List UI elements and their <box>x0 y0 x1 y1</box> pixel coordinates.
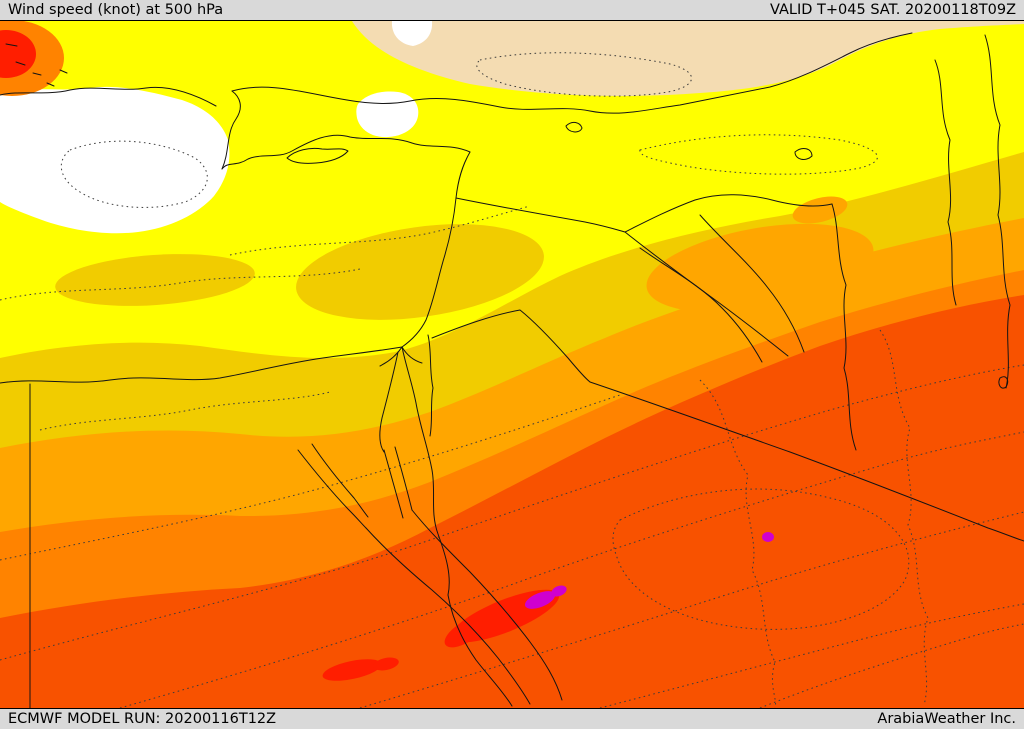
jet-streak-red-sea-tail <box>444 618 484 648</box>
weather-map-svg <box>0 21 1024 708</box>
model-run-label: ECMWF MODEL RUN: 20200116T12Z <box>8 711 277 727</box>
north-africa-coastline <box>0 346 403 384</box>
orange-patch-east <box>646 223 874 313</box>
red-sea-west-shore <box>365 527 531 705</box>
map-canvas <box>0 21 1024 708</box>
black-sea-coastline <box>231 32 913 114</box>
dotted-contour-line <box>879 329 929 706</box>
footer-bar: ECMWF MODEL RUN: 20200116T12Z ArabiaWeat… <box>0 708 1024 729</box>
dotted-contour-line <box>359 511 1024 708</box>
jet-streak-south-1 <box>322 659 382 681</box>
jet-max-core-northwest <box>0 30 36 78</box>
calm-area-west <box>0 86 230 234</box>
dotted-contour-line <box>599 603 1024 708</box>
band-red-orange <box>0 295 1024 708</box>
dotted-contour-line <box>639 134 878 175</box>
dotted-contour-line <box>0 268 361 301</box>
gold-patch-levant <box>296 224 544 320</box>
levant-coastline <box>401 151 471 348</box>
dotted-contour-line <box>759 623 1024 708</box>
turkey-syria-border <box>455 194 833 233</box>
nile-river <box>401 346 513 707</box>
dotted-contour-line <box>39 391 331 431</box>
zagros-gulf-line <box>984 34 1011 389</box>
gold-patch-west <box>55 254 255 306</box>
jet-streak-south-2 <box>373 657 399 671</box>
egypt-israel-border <box>379 351 399 453</box>
calm-area-top <box>391 21 433 46</box>
band-beige-top <box>352 21 1024 96</box>
jet-core-magenta-3 <box>762 532 774 542</box>
dotted-contour-line <box>60 140 208 208</box>
coastlines-and-borders <box>0 32 1024 708</box>
map-title: Wind speed (knot) at 500 hPa <box>8 2 224 18</box>
gulf-of-aqaba <box>383 446 413 519</box>
jordan-saudi-border <box>431 309 591 383</box>
wind-speed-fill-layers <box>0 21 1024 708</box>
valid-time-label: VALID T+045 SAT. 20200118T09Z <box>770 2 1016 18</box>
jet-core-magenta-1 <box>524 591 556 609</box>
orange-patch-small <box>792 196 848 224</box>
aegean-coastline <box>221 90 241 170</box>
euphrates-tigris-rivers <box>639 214 805 363</box>
red-sea-east-shore <box>411 509 563 701</box>
saudi-iraq-border <box>589 381 1024 542</box>
northwest-coastline <box>0 86 217 107</box>
jordan-river-dead-sea <box>427 334 434 437</box>
nile-delta <box>379 346 423 367</box>
turkey-south-coastline <box>221 134 471 170</box>
brand-label: ArabiaWeather Inc. <box>877 711 1016 727</box>
dotted-contour-line <box>612 488 910 630</box>
dotted-contour-line <box>229 205 531 256</box>
jet-core-magenta-2 <box>551 585 567 597</box>
cyprus-outline <box>286 147 349 164</box>
aegean-islands <box>5 43 68 87</box>
header-bar: Wind speed (knot) at 500 hPa VALID T+045… <box>0 0 1024 21</box>
iraq-iran-border <box>831 203 857 451</box>
gulf-of-suez <box>297 443 369 529</box>
island-east-outline <box>998 376 1009 389</box>
dotted-contours <box>0 52 1024 708</box>
syria-iraq-border <box>624 231 789 357</box>
dotted-contour-line <box>699 379 777 708</box>
dotted-contour-line <box>0 364 1024 661</box>
caspian-shoreline <box>934 59 957 306</box>
anatolia-lakes <box>565 121 813 160</box>
